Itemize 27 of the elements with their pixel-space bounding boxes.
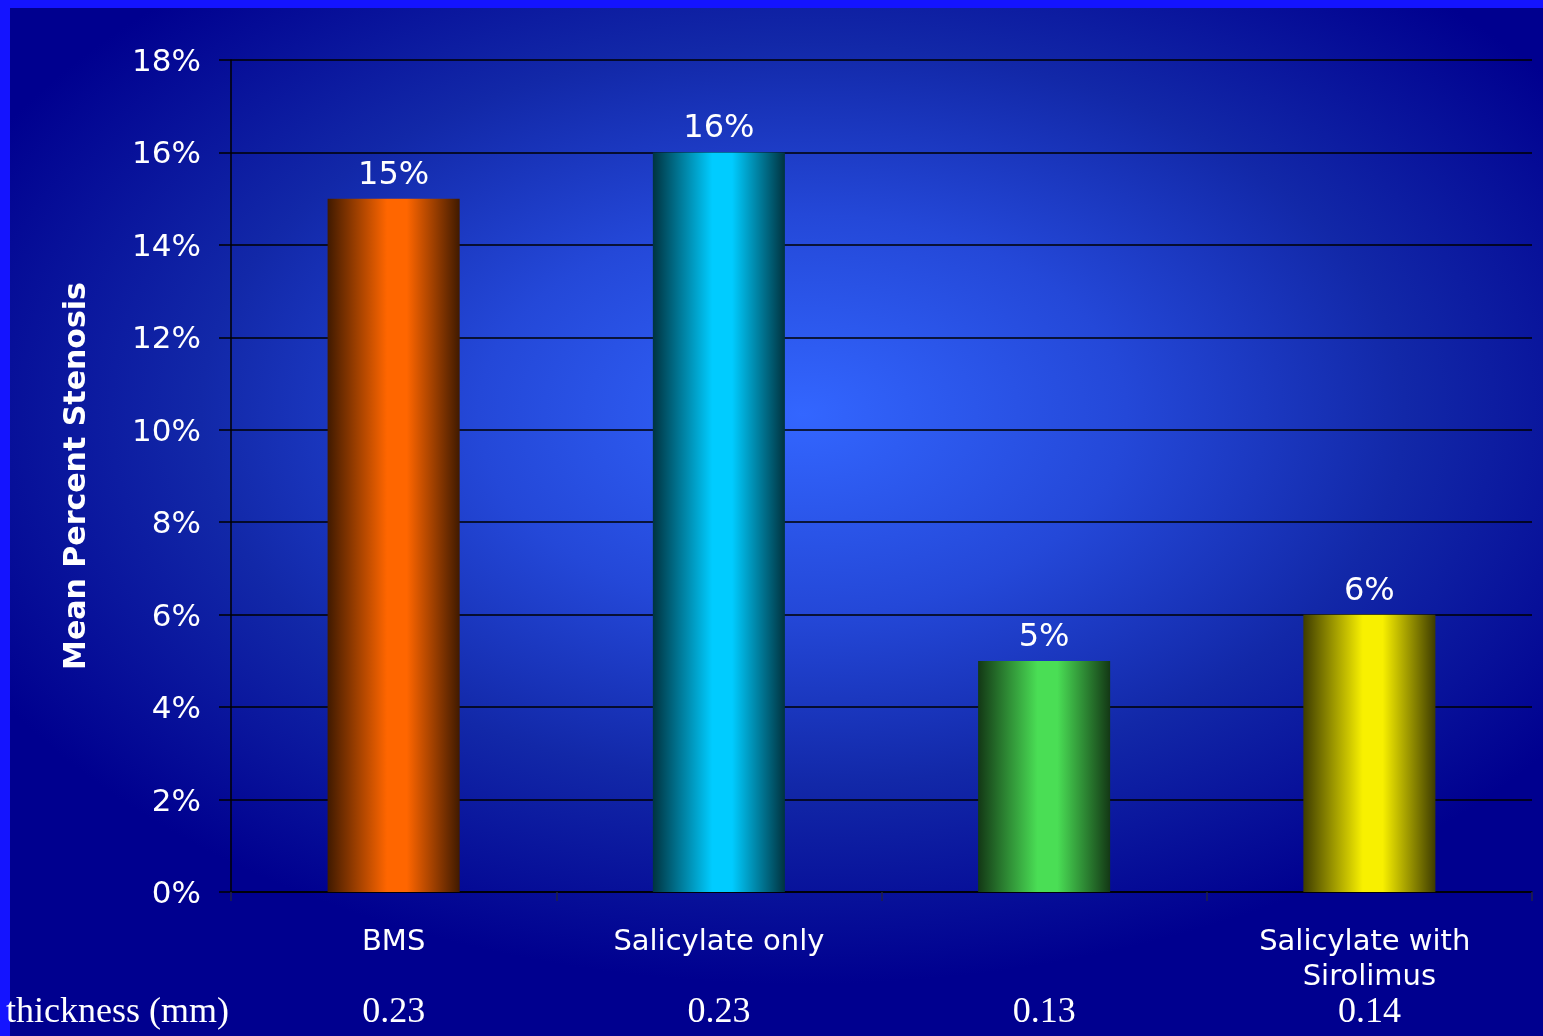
bar [652, 152, 785, 892]
y-tick-label: 16% [132, 134, 201, 171]
y-tick-label: 2% [151, 781, 201, 818]
data-label: 15% [358, 153, 430, 192]
text: 0.23 [687, 990, 751, 1030]
text: 0.13 [1012, 990, 1076, 1030]
x-tick-label: Salicylate only [613, 922, 825, 957]
y-tick-label: 6% [151, 596, 201, 633]
y-tick-label: 10% [132, 411, 201, 448]
data-label: 6% [1343, 569, 1395, 608]
x-tick-label: BMS [361, 922, 426, 957]
y-tick-label: 18% [132, 42, 201, 78]
bar [978, 660, 1111, 892]
y-tick-label: 4% [151, 689, 201, 726]
data-label: 16% [683, 107, 755, 146]
text: thickness (mm) [6, 990, 229, 1030]
text: 0.14 [1337, 990, 1401, 1030]
y-tick-label: 8% [151, 504, 201, 541]
y-tick-label: 0% [151, 874, 201, 910]
y-tick-label: 12% [132, 319, 201, 356]
bar [327, 198, 460, 892]
data-label: 5% [1018, 615, 1070, 654]
y-axis-title: Mean Percent Stenosis [56, 282, 92, 670]
text: 0.23 [362, 990, 426, 1030]
bar [1303, 614, 1436, 892]
x-tick-label: Salicylate with Sirolimus [1259, 922, 1480, 992]
y-tick-label: 14% [132, 226, 201, 263]
